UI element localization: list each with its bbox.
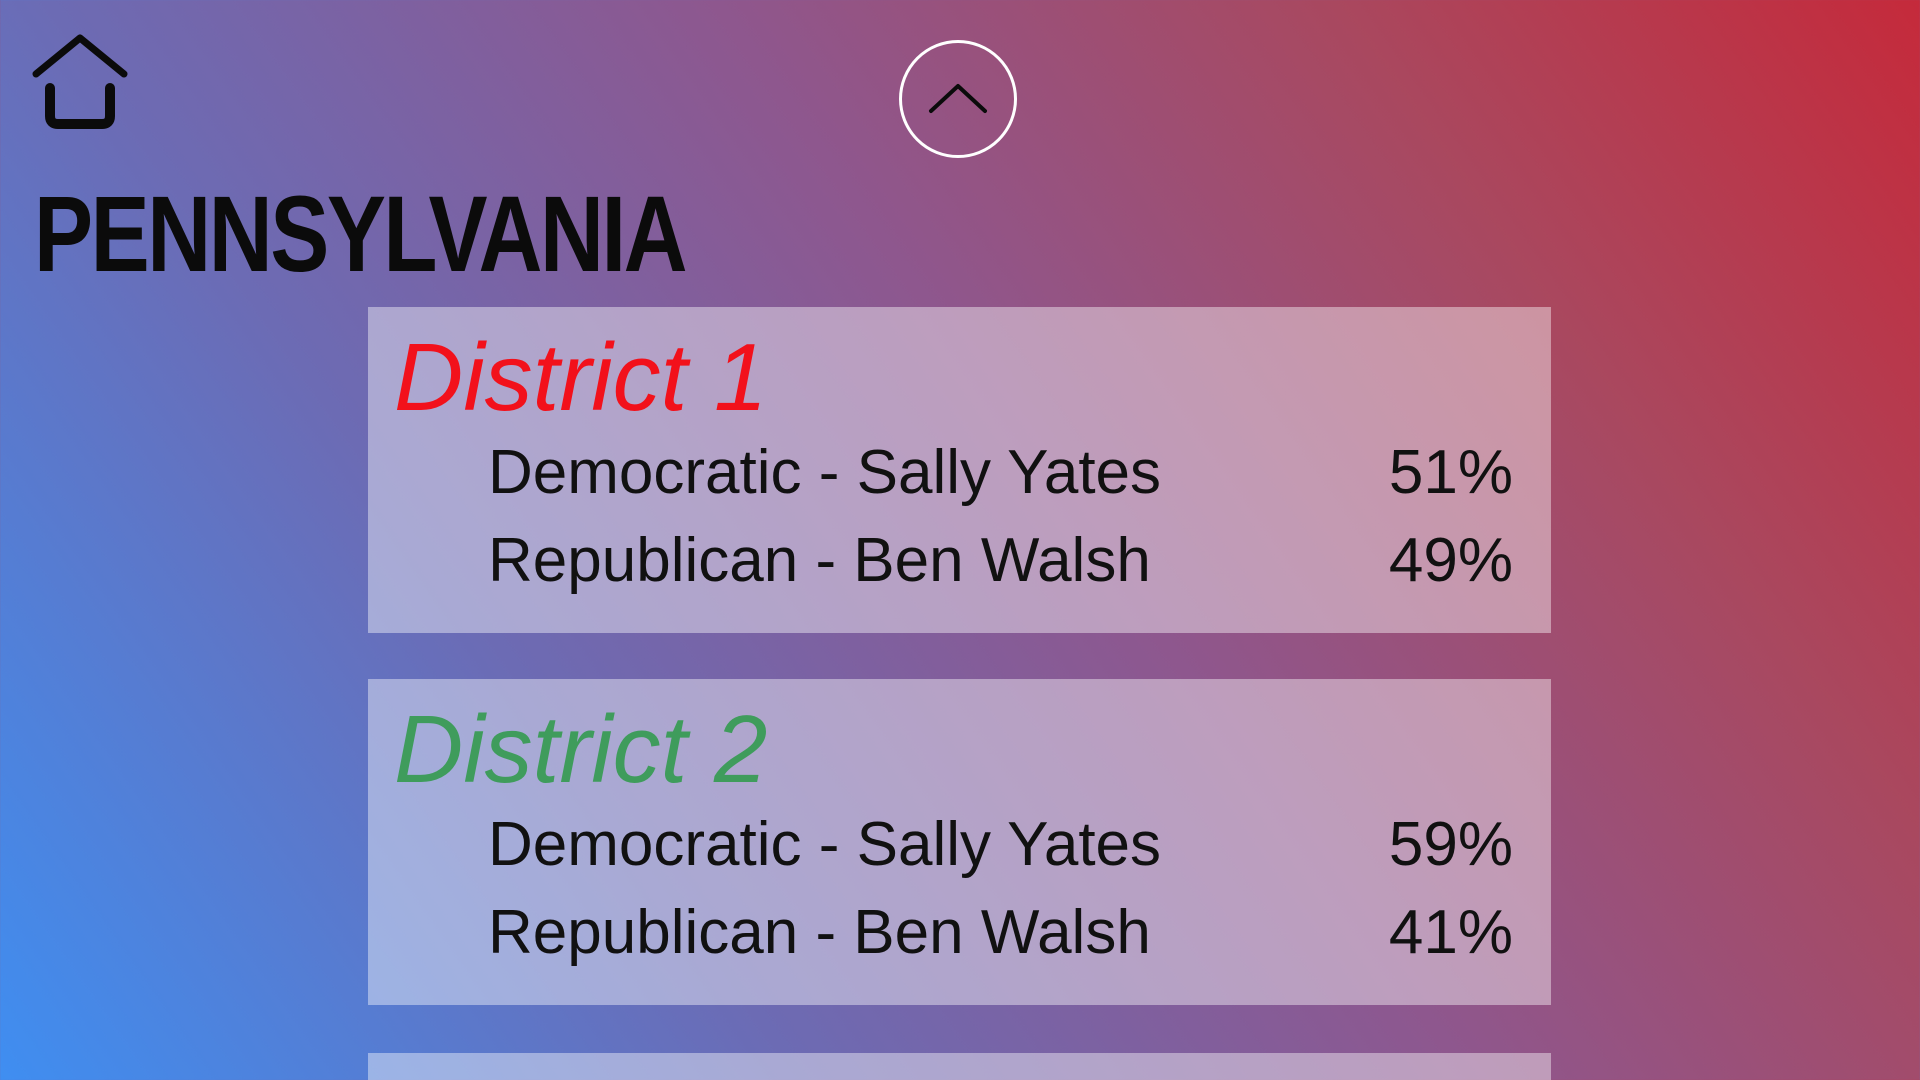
vote-percent: 59% xyxy=(1388,809,1513,879)
district-title: District 1 xyxy=(394,324,768,431)
district-title: District 2 xyxy=(394,696,768,803)
district-card-partial[interactable] xyxy=(368,1053,1551,1080)
district-card[interactable]: District 2 Democratic - Sally Yates 59% … xyxy=(368,679,1551,1005)
home-button[interactable] xyxy=(30,32,134,136)
vote-percent: 51% xyxy=(1388,437,1513,507)
candidate-label: Republican - Ben Walsh xyxy=(488,525,1151,595)
candidate-label: Democratic - Sally Yates xyxy=(488,437,1162,507)
result-row: Republican - Ben Walsh 41% xyxy=(488,892,1513,972)
vote-percent: 41% xyxy=(1388,897,1513,967)
candidate-label: Democratic - Sally Yates xyxy=(488,809,1162,879)
scroll-up-button[interactable] xyxy=(899,40,1017,158)
chevron-up-icon xyxy=(929,84,987,113)
result-row: Democratic - Sally Yates 51% xyxy=(488,432,1513,512)
home-icon xyxy=(32,34,128,129)
vote-percent: 49% xyxy=(1388,525,1513,595)
candidate-label: Republican - Ben Walsh xyxy=(488,897,1151,967)
page-title: PENNSYLVANIA xyxy=(34,173,688,294)
result-row: Republican - Ben Walsh 49% xyxy=(488,520,1513,600)
result-row: Democratic - Sally Yates 59% xyxy=(488,804,1513,884)
district-card[interactable]: District 1 Democratic - Sally Yates 51% … xyxy=(368,307,1551,633)
